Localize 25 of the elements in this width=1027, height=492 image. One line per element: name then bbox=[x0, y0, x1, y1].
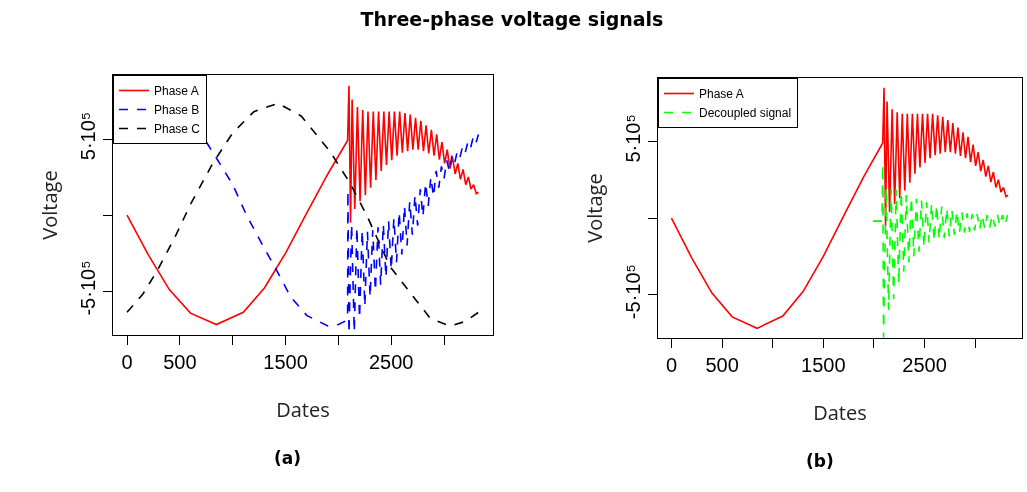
text: (b) bbox=[806, 451, 834, 471]
x-tick-label: 500 bbox=[163, 351, 197, 373]
x-tick-label: 2500 bbox=[902, 354, 947, 376]
chart-title: Three-phase voltage signals bbox=[360, 8, 664, 30]
x-tick-label: 2500 bbox=[368, 351, 414, 373]
y-tick-label: -5·10⁵ bbox=[77, 260, 99, 316]
x-tick-label: 1500 bbox=[801, 354, 846, 376]
legend-label: Decoupled signal bbox=[699, 106, 792, 121]
y-axis-title: Voltage bbox=[35, 170, 63, 240]
x-axis-title: Dates bbox=[276, 395, 330, 423]
text: (a) bbox=[274, 448, 302, 468]
y-tick-label: -5·10⁵ bbox=[622, 264, 644, 320]
x-tick-label: 0 bbox=[665, 354, 678, 376]
legend-label: Phase B bbox=[154, 103, 200, 118]
y-tick-label: 5·10⁵ bbox=[622, 114, 644, 163]
y-axis-title: Voltage bbox=[580, 173, 608, 243]
x-tick-label: 500 bbox=[705, 354, 739, 376]
line-series bbox=[670, 87, 1009, 330]
y-tick-label: 5·10⁵ bbox=[77, 111, 99, 161]
legend-label: Phase A bbox=[699, 87, 744, 102]
x-tick-label: 1500 bbox=[263, 351, 308, 373]
x-axis-title: Dates bbox=[813, 398, 867, 426]
legend-label: Phase A bbox=[154, 84, 199, 99]
legend-label: Phase C bbox=[154, 122, 201, 137]
x-tick-label: 0 bbox=[121, 351, 133, 373]
